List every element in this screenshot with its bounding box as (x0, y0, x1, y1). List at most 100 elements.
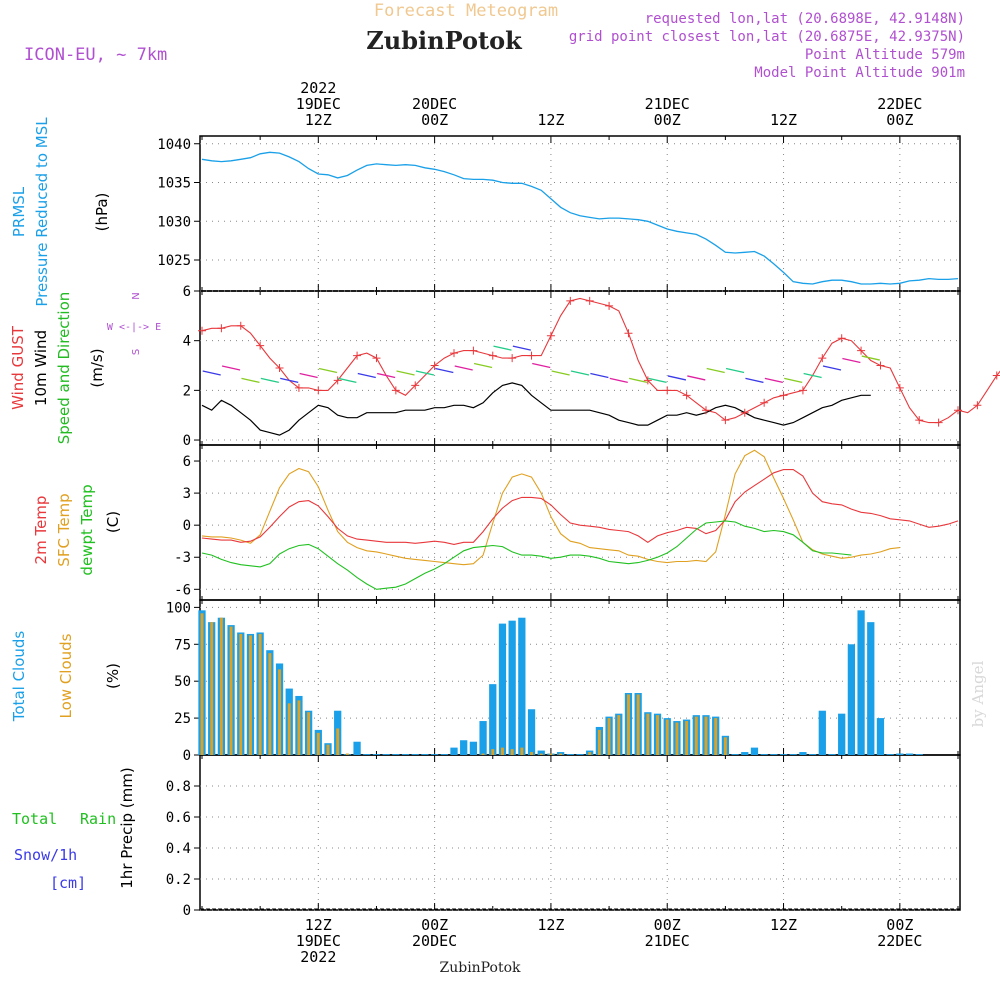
pressure-msl-label: Pressure Reduced to MSL (33, 117, 51, 307)
total-clouds-bar (876, 718, 885, 755)
gust-marker (508, 354, 517, 363)
wind-direction-arrow (570, 370, 590, 376)
cloud-labels: Total Clouds Low Clouds (%) (10, 631, 122, 723)
y-tick-label: -6 (174, 582, 191, 598)
total-clouds-bar (430, 754, 439, 755)
low-clouds-bar (656, 715, 659, 755)
gust-marker (760, 398, 769, 407)
low-clouds-bar (530, 752, 533, 755)
low-clouds-bar (704, 716, 708, 755)
wind-direction-arrow (803, 372, 822, 379)
low-clouds-bar (607, 718, 611, 755)
total-clouds-bar (857, 610, 865, 755)
wind-direction-arrow (241, 377, 260, 384)
wind-direction-arrow (745, 377, 764, 384)
low-clouds-bar (307, 712, 311, 755)
compass-n: N (131, 292, 142, 299)
wind-direction-arrow (629, 377, 648, 384)
total-clouds-bar (392, 754, 400, 755)
prmsl-line (201, 151, 959, 285)
wind-direction-arrow (609, 377, 628, 384)
y-tick-label: 0 (183, 903, 191, 919)
gust-marker (663, 386, 672, 395)
ms-unit-label: (m/s) (88, 348, 106, 387)
gust-marker (779, 391, 788, 400)
gust-marker (818, 354, 827, 363)
total-clouds-bar (576, 754, 584, 755)
total-clouds-bar (750, 747, 759, 755)
total-clouds-bar (886, 754, 894, 755)
gust-marker (527, 351, 536, 360)
low-clouds-bar (249, 635, 252, 755)
total-clouds-bar (372, 754, 381, 755)
gust-marker (333, 376, 342, 385)
wind-direction-arrow (551, 370, 570, 376)
y-tick-label: 4 (183, 334, 191, 350)
total-clouds-bar (799, 752, 807, 755)
hpa-unit-label: (hPa) (93, 193, 111, 232)
dewpt-temp-line (201, 520, 852, 590)
total-clouds-bar (411, 754, 419, 755)
time-axis-top-label: 00Z (421, 111, 448, 129)
total-clouds-bar (770, 754, 778, 755)
total-clouds-bar (760, 754, 768, 755)
y-tick-label: 0 (183, 748, 191, 764)
dewpt-temp-label: dewpt Temp (78, 484, 96, 575)
low-clouds-bar (258, 633, 262, 755)
wind-gust-label: Wind GUST (9, 325, 27, 410)
wind-direction-arrow (842, 357, 861, 364)
gust-marker (624, 329, 633, 338)
wind-direction-arrow (357, 372, 376, 379)
low-clouds-bar (278, 669, 281, 755)
time-axis-bottom-label: 12Z (537, 916, 564, 934)
gust-marker (954, 406, 962, 415)
time-axis-bottom-label: 00Z (654, 916, 681, 934)
wind-direction-arrow (532, 362, 551, 369)
y-tick-label: 1030 (157, 214, 191, 230)
snow-label: Snow/1h (14, 846, 77, 864)
y-tick-label: 0.8 (166, 779, 191, 795)
gust-marker (643, 376, 652, 385)
y-tick-label: 1025 (157, 253, 191, 269)
wind-direction-label: Speed and Direction (55, 292, 73, 445)
total-clouds-bar (741, 752, 749, 755)
time-axis-top-label: 12Z (305, 111, 332, 129)
location-title: ZubinPotok (366, 26, 523, 55)
low-clouds-bar (481, 753, 485, 755)
gust-marker (488, 351, 497, 360)
gust-marker (256, 341, 265, 350)
panel-frame-4 (199, 754, 961, 911)
cm-label: [cm] (50, 874, 86, 892)
gust-marker (353, 351, 362, 360)
total-clouds-bar (489, 684, 497, 755)
gust-marker (973, 401, 982, 410)
time-axis-top-label: 12Z (770, 111, 797, 129)
low-clouds-label: Low Clouds (57, 633, 75, 718)
low-clouds-bar (588, 752, 592, 755)
wind-direction-arrow (338, 377, 357, 384)
y-tick-label: 0.2 (166, 872, 191, 888)
wind-10m-label: 10m Wind (32, 330, 50, 406)
wind-direction-arrow (590, 372, 609, 379)
time-axis-top-label: 19DEC (296, 95, 341, 113)
precip-labels: Total Rain Snow/1h [cm] 1hr Precip (mm) (12, 767, 136, 892)
wind-direction-arrow (493, 345, 512, 351)
total-clouds-bar (818, 710, 826, 755)
gust-marker (566, 296, 575, 305)
total-clouds-bar (527, 709, 536, 755)
low-clouds-bar (229, 626, 233, 755)
y-tick-label: 25 (174, 711, 191, 727)
gust-marker (217, 324, 226, 333)
y-tick-label: 75 (174, 637, 191, 653)
total-clouds-bar (731, 754, 739, 755)
wind-gust-line (201, 297, 1000, 424)
low-clouds-bar (520, 747, 524, 755)
wind-direction-arrow (706, 367, 725, 374)
panel-frame-3 (199, 599, 961, 756)
low-clouds-bar (597, 729, 601, 755)
total-clouds-bar (479, 721, 487, 755)
low-clouds-bar (714, 718, 718, 755)
prmsl-label: PRMSL (10, 186, 28, 237)
wind-labels: Wind GUST 10m Wind Speed and Direction (… (9, 292, 161, 445)
